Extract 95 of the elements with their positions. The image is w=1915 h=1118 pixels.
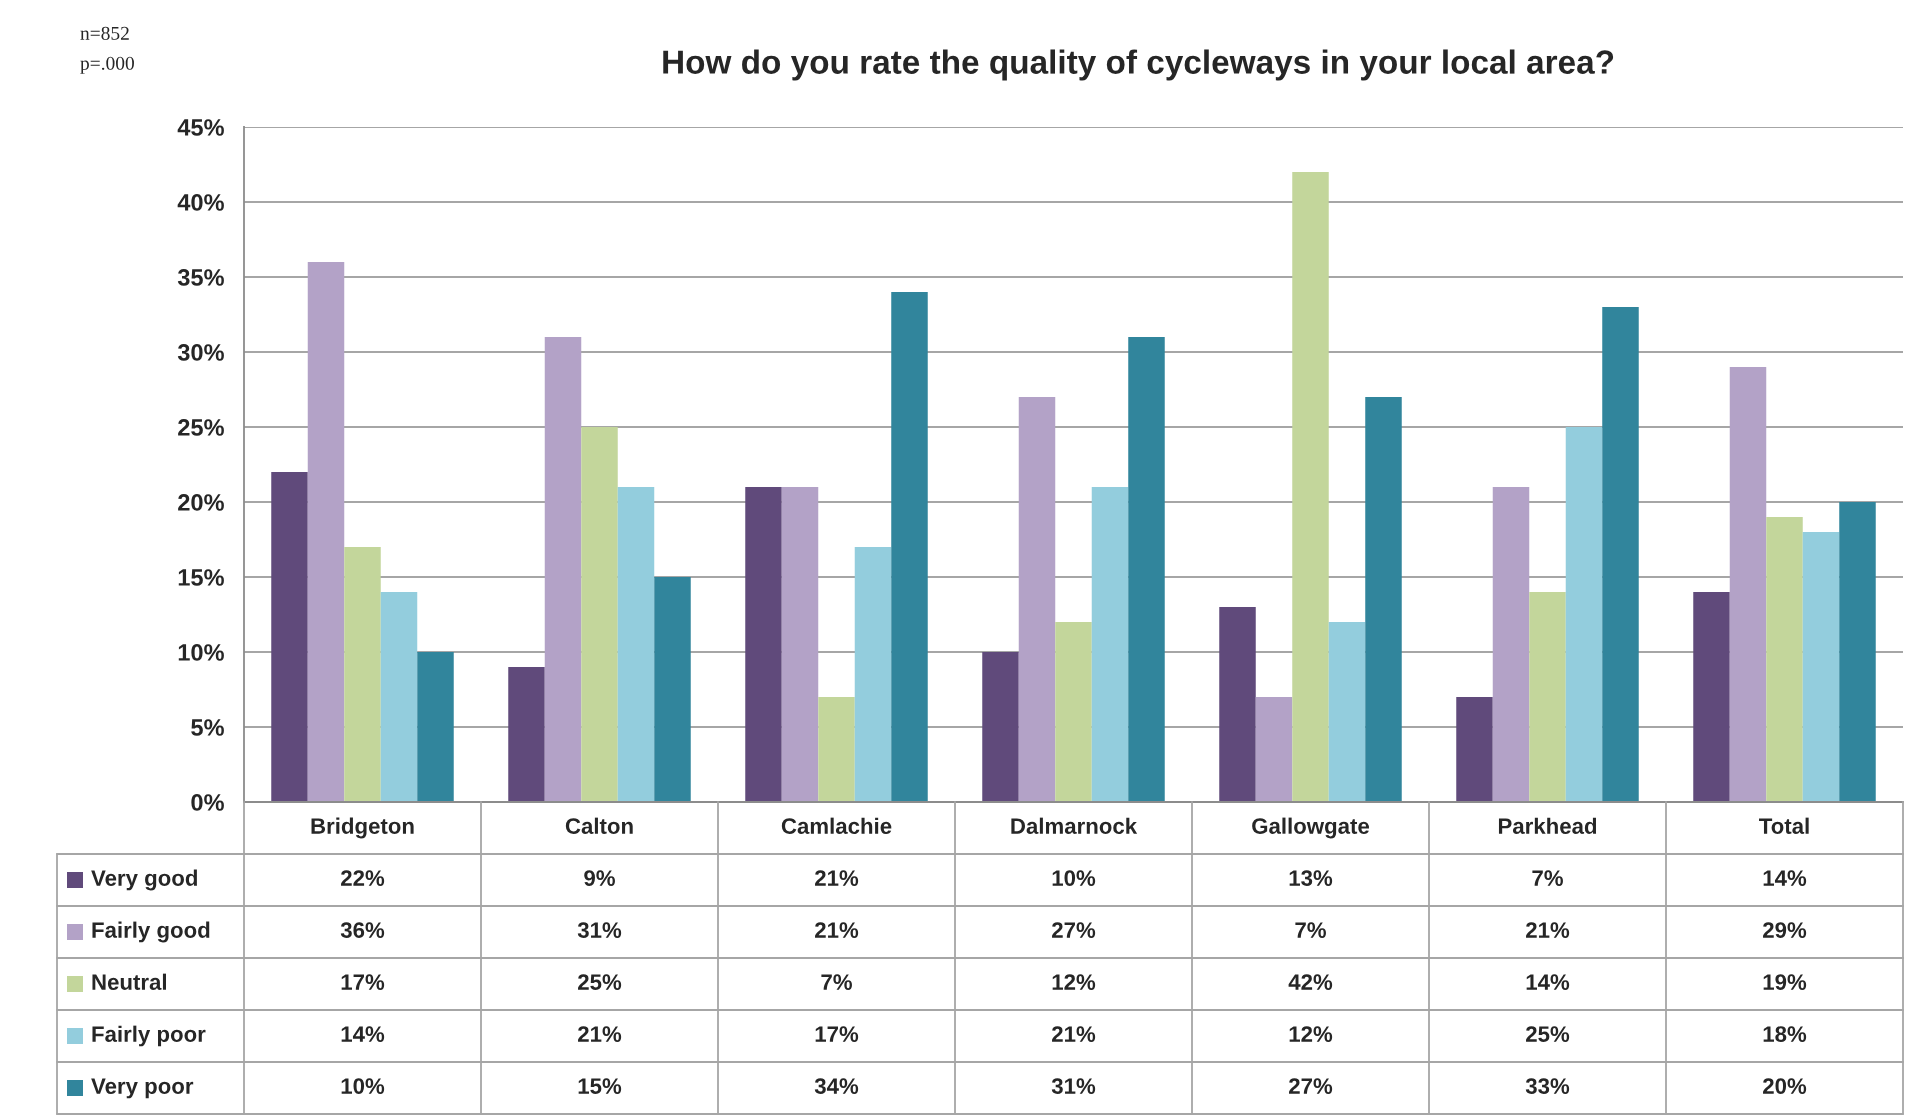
- bar: [1802, 532, 1840, 802]
- y-tick-label: 10%: [178, 644, 224, 661]
- y-tick-label: 5%: [191, 719, 224, 736]
- bar: [617, 487, 655, 802]
- y-tick-label: 45%: [177, 119, 224, 136]
- text: n=852: [80, 26, 129, 40]
- x-tick-label: Total: [1759, 817, 1809, 834]
- y-tick-label: 35%: [177, 269, 224, 286]
- bar: [1292, 172, 1329, 802]
- bar: [1839, 502, 1876, 802]
- bar: [654, 577, 691, 802]
- x-tick-label: Camlachie: [781, 817, 892, 834]
- y-tick-label: 30%: [177, 344, 224, 361]
- x-tick-label: Calton: [565, 817, 633, 834]
- data-label: 9%: [584, 870, 615, 886]
- bar: [781, 487, 819, 802]
- data-label: 36%: [340, 922, 385, 938]
- data-label: 12%: [1289, 1026, 1333, 1042]
- bar: [1365, 397, 1402, 802]
- data-label: 29%: [1763, 922, 1807, 938]
- bar: [1729, 367, 1767, 802]
- data-label: 7%: [1532, 870, 1563, 886]
- bar: [1328, 622, 1366, 802]
- bar: [982, 652, 1019, 802]
- y-tick-label: 0%: [191, 794, 224, 811]
- bar: [1529, 592, 1566, 802]
- data-label: 14%: [1763, 870, 1807, 886]
- legend-label: Fairly good: [92, 921, 210, 943]
- data-label: 25%: [578, 974, 622, 990]
- bar: [1018, 397, 1056, 802]
- text: p=.000: [80, 56, 134, 74]
- data-label: 10%: [1052, 870, 1096, 886]
- y-tick-label: 25%: [178, 419, 224, 436]
- bar: [508, 667, 545, 802]
- x-tick-label: Gallowgate: [1252, 817, 1370, 839]
- data-label: 21%: [1526, 922, 1570, 938]
- bar: [1602, 307, 1639, 802]
- bar: [271, 472, 308, 802]
- bar: [1219, 607, 1256, 802]
- data-label: 18%: [1763, 1026, 1807, 1042]
- bar: [1456, 697, 1493, 802]
- legend-label: Very good: [91, 869, 197, 891]
- legend-label: Fairly poor: [92, 1025, 206, 1047]
- bar: [1055, 622, 1092, 802]
- data-label: 21%: [578, 1026, 622, 1042]
- data-label: 12%: [1052, 974, 1096, 990]
- data-label: 25%: [1526, 1026, 1570, 1042]
- legend-label: Very poor: [91, 1078, 194, 1099]
- data-label: 13%: [1289, 870, 1333, 886]
- bar: [344, 547, 381, 802]
- data-label: 14%: [341, 1026, 385, 1042]
- data-label: 31%: [1051, 1078, 1096, 1094]
- data-label: 34%: [814, 1078, 859, 1094]
- bar: [854, 547, 892, 802]
- bar: [544, 337, 582, 802]
- y-tick-label: 15%: [178, 569, 224, 586]
- bar: [745, 487, 782, 802]
- bar: [380, 592, 418, 802]
- x-tick-label: Dalmarnock: [1011, 817, 1138, 834]
- bar: [1091, 487, 1129, 802]
- data-label: 21%: [815, 870, 859, 886]
- bar: [1766, 517, 1803, 802]
- data-label: 27%: [1289, 1078, 1333, 1094]
- bar: [1565, 427, 1603, 802]
- bar: [1128, 337, 1165, 802]
- data-label: 33%: [1525, 1078, 1570, 1094]
- data-label: 20%: [1763, 1078, 1807, 1094]
- data-label: 17%: [341, 974, 385, 990]
- data-label: 27%: [1052, 922, 1096, 938]
- data-label: 17%: [815, 1026, 859, 1042]
- bar: [1492, 487, 1530, 802]
- bar: [581, 427, 618, 802]
- data-label: 19%: [1763, 974, 1807, 990]
- data-label: 10%: [341, 1078, 385, 1094]
- bar: [1255, 697, 1293, 802]
- x-tick-label: Bridgeton: [311, 817, 414, 839]
- bar: [891, 292, 928, 802]
- data-label: 14%: [1526, 974, 1570, 990]
- bar: [307, 262, 345, 802]
- data-label: 7%: [821, 974, 852, 990]
- legend-label: Neutral: [92, 973, 166, 990]
- bar: [1693, 592, 1730, 802]
- data-label: 15%: [578, 1078, 622, 1094]
- data-label: 7%: [1295, 922, 1326, 938]
- y-tick-label: 40%: [177, 194, 224, 211]
- data-label: 31%: [577, 922, 622, 938]
- bar: [818, 697, 855, 802]
- data-label: 21%: [1052, 1026, 1096, 1042]
- data-label: 22%: [341, 870, 385, 886]
- chart-title: How do you rate the quality of cycleways in your local area?: [663, 49, 1614, 81]
- data-label: 42%: [1288, 974, 1333, 990]
- data-label: 21%: [815, 922, 859, 938]
- x-tick-label: Parkhead: [1498, 817, 1597, 834]
- bar: [417, 652, 454, 802]
- y-tick-label: 20%: [178, 494, 224, 511]
